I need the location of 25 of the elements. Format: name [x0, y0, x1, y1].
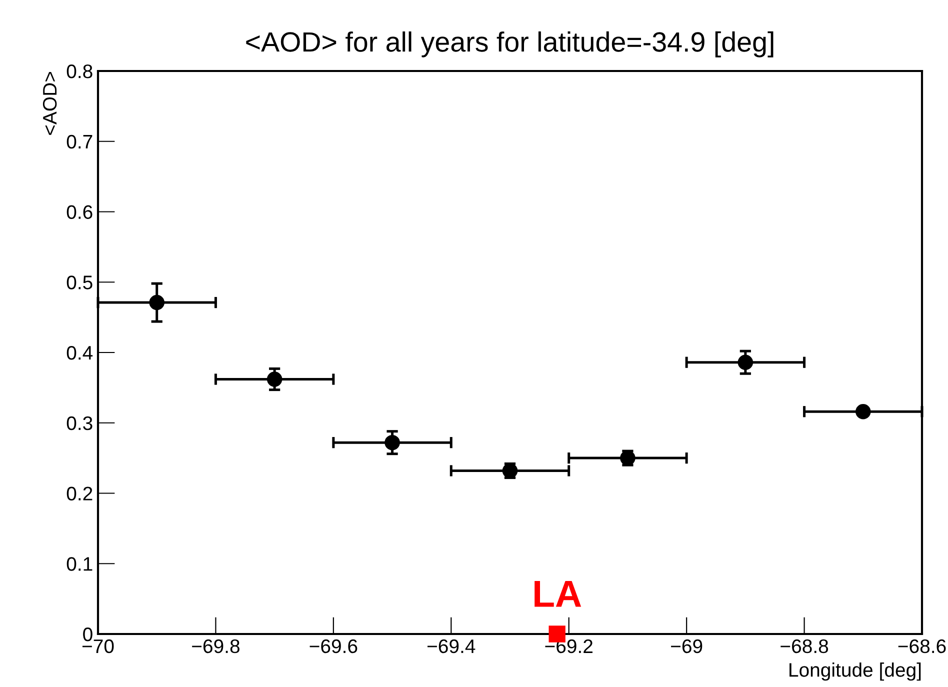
x-tick-label: −69.8	[192, 639, 240, 654]
y-tick-label: 0.3	[66, 416, 92, 430]
point	[266, 372, 282, 387]
y-tick-label: 0.6	[66, 205, 92, 219]
x-tick-label: −69.6	[310, 639, 358, 654]
point	[738, 354, 754, 370]
y-tick-label: 0.4	[66, 346, 93, 360]
series-label: LA	[534, 580, 582, 607]
y-tick-label: 0	[83, 627, 92, 642]
x-tick-label: −69	[671, 639, 702, 654]
x-tick-label: −68.8	[780, 639, 828, 654]
y-tick-label: 0.2	[66, 486, 92, 500]
y-tick-label: 0.8	[66, 64, 92, 78]
point	[384, 434, 400, 450]
x-tick-label: −68.6	[898, 639, 946, 654]
y-tick-label: 0.5	[66, 276, 92, 290]
y-tick-label: 0.7	[66, 134, 92, 149]
y-axis-title: <AOD>	[42, 72, 57, 135]
point	[856, 404, 871, 420]
x-axis-title: Longitude [deg]	[790, 662, 921, 681]
x-tick-label: −69.4	[428, 639, 476, 654]
chart-title: <AOD> for all years for latitude=-34.9 [deg]	[246, 31, 774, 58]
point	[149, 294, 164, 310]
y-tick-label: 0.1	[66, 557, 92, 571]
x-tick-label: −70	[82, 639, 114, 654]
